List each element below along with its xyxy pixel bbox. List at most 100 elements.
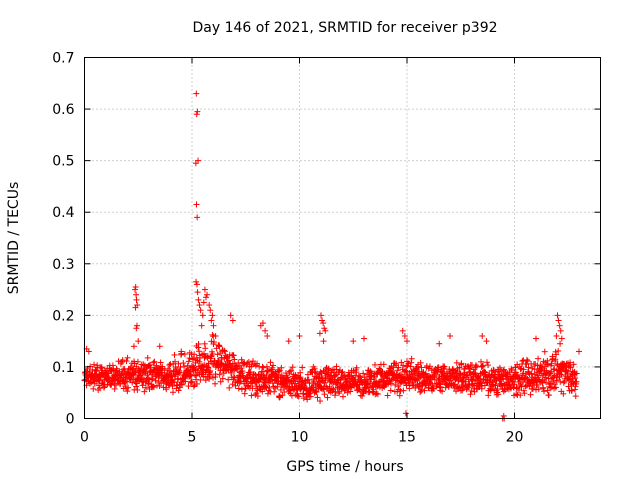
data-point: [543, 379, 550, 386]
data-point: [524, 358, 531, 365]
data-point: [247, 369, 254, 376]
data-point: [193, 90, 200, 97]
data-point: [202, 294, 209, 301]
data-point: [236, 379, 243, 386]
data-point: [576, 348, 582, 355]
data-point: [214, 351, 221, 358]
data-point: [468, 381, 475, 388]
data-point: [544, 361, 551, 368]
data-point: [230, 352, 237, 359]
data-point: [194, 289, 201, 296]
x-tick-label: 20: [506, 430, 524, 446]
data-point: [573, 370, 580, 377]
data-point: [317, 368, 324, 375]
data-point: [322, 327, 329, 334]
data-point: [132, 304, 139, 311]
data-point: [228, 369, 235, 376]
data-point: [98, 364, 105, 371]
data-point: [210, 322, 217, 329]
data-point: [311, 365, 318, 372]
data-point: [332, 392, 339, 399]
data-point: [565, 383, 572, 390]
data-point: [433, 372, 440, 379]
data-point: [374, 391, 381, 398]
data-point: [525, 364, 532, 371]
data-point: [237, 378, 244, 385]
data-point: [357, 386, 364, 393]
data-point: [297, 374, 304, 381]
data-point: [492, 382, 499, 389]
data-point: [573, 378, 580, 385]
data-point: [221, 348, 228, 355]
data-point: [423, 381, 430, 388]
data-point: [145, 380, 152, 387]
data-point: [193, 278, 200, 285]
data-point: [403, 382, 410, 389]
data-point: [194, 108, 201, 115]
data-point: [219, 375, 226, 382]
data-point: [333, 363, 340, 370]
data-point: [553, 332, 560, 339]
data-point: [402, 410, 409, 417]
data-point: [209, 331, 216, 338]
data-point: [227, 361, 234, 368]
data-point: [185, 383, 192, 390]
data-point: [324, 394, 331, 401]
data-point: [96, 385, 103, 392]
data-point: [262, 376, 269, 383]
data-point: [124, 378, 131, 385]
data-point: [187, 379, 194, 386]
data-point: [196, 302, 203, 309]
data-point: [316, 330, 323, 337]
data-point: [534, 381, 541, 388]
data-point: [554, 362, 561, 369]
data-point: [95, 382, 102, 389]
data-point: [544, 387, 551, 394]
data-point: [519, 358, 526, 365]
data-point: [255, 371, 262, 378]
data-point: [254, 393, 261, 400]
data-point: [207, 367, 214, 374]
y-tick-label: 0.4: [52, 205, 74, 221]
data-point: [528, 370, 535, 377]
data-point: [307, 387, 314, 394]
data-point: [400, 387, 407, 394]
data-point: [457, 387, 464, 394]
data-point: [270, 362, 277, 369]
data-point: [169, 383, 176, 390]
data-point: [133, 325, 140, 332]
data-point: [286, 368, 293, 375]
data-point: [488, 386, 495, 393]
data-point: [547, 384, 554, 391]
data-point: [535, 386, 542, 393]
data-point: [91, 361, 98, 368]
data-point: [207, 307, 214, 314]
data-point: [196, 358, 203, 365]
data-point: [384, 374, 391, 381]
data-point: [405, 360, 412, 367]
data-point: [544, 357, 551, 364]
data-point: [347, 388, 354, 395]
data-point: [285, 338, 292, 345]
data-point: [525, 369, 532, 376]
data-point: [553, 351, 560, 358]
data-point: [464, 384, 471, 391]
data-point: [547, 380, 554, 387]
data-point: [523, 356, 530, 363]
y-axis-title: SRMTID / TECUs: [6, 182, 22, 295]
data-point: [200, 373, 207, 380]
data-point: [289, 364, 296, 371]
data-point: [133, 383, 140, 390]
data-point: [260, 364, 267, 371]
data-point: [124, 388, 131, 395]
data-point: [373, 390, 380, 397]
data-point: [192, 160, 199, 167]
data-point: [541, 348, 548, 355]
data-point: [262, 327, 269, 334]
data-point: [182, 378, 189, 385]
data-point: [401, 332, 408, 339]
data-point: [467, 391, 474, 398]
data-point: [178, 348, 185, 355]
data-point: [458, 360, 465, 367]
data-point: [248, 392, 255, 399]
